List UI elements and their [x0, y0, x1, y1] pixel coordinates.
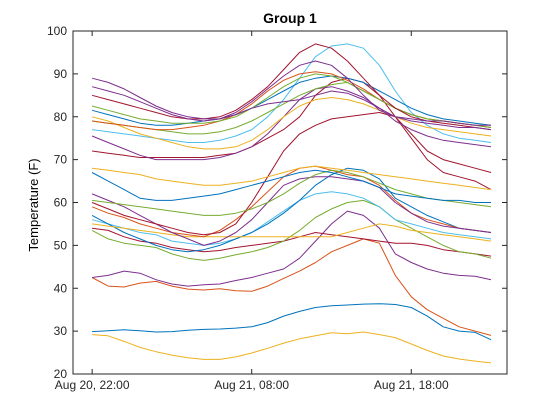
y-tick-label: 60 — [54, 196, 68, 210]
series-line-12 — [91, 112, 492, 236]
series-line-11 — [91, 176, 492, 246]
series-line-7 — [91, 191, 492, 246]
chart-title: Group 1 — [263, 10, 317, 26]
y-tick-label: 40 — [54, 281, 68, 295]
series-layer — [91, 43, 492, 364]
series-line-21 — [91, 75, 492, 126]
y-tick-label: 70 — [54, 153, 68, 167]
series-line-15 — [92, 165, 492, 191]
series-line-14 — [91, 169, 491, 203]
series-line-26 — [91, 77, 492, 131]
series-line-1 — [92, 303, 492, 341]
y-tick-label: 20 — [54, 367, 68, 381]
y-axis-label: Temperature (F) — [26, 158, 41, 251]
x-tick-label: Aug 21, 08:00 — [214, 378, 289, 392]
series-line-20 — [91, 97, 492, 150]
series-line-6 — [91, 199, 492, 261]
x-tick-label: Aug 20, 22:00 — [55, 378, 130, 392]
series-line-5 — [92, 227, 492, 257]
y-tick-label: 30 — [54, 324, 68, 338]
x-tick-label: Aug 21, 18:00 — [374, 378, 449, 392]
y-tick-label: 100 — [47, 24, 67, 38]
series-line-3 — [91, 238, 492, 336]
axes-layer: 20 30 40 50 60 70 80 90 100 Aug 20, 22:00 Aug 21, … — [47, 24, 508, 392]
series-line-17 — [91, 86, 492, 161]
series-line-4 — [92, 210, 492, 287]
series-line-16 — [92, 77, 492, 173]
series-line-10 — [91, 165, 492, 238]
y-tick-label: 80 — [54, 110, 68, 124]
series-line-23 — [91, 73, 492, 128]
y-tick-label: 50 — [54, 238, 68, 252]
series-line-9 — [92, 223, 492, 242]
series-line-25 — [91, 60, 491, 126]
series-line-8 — [91, 167, 492, 253]
y-tick-label: 90 — [54, 67, 68, 81]
series-line-2 — [92, 331, 492, 364]
